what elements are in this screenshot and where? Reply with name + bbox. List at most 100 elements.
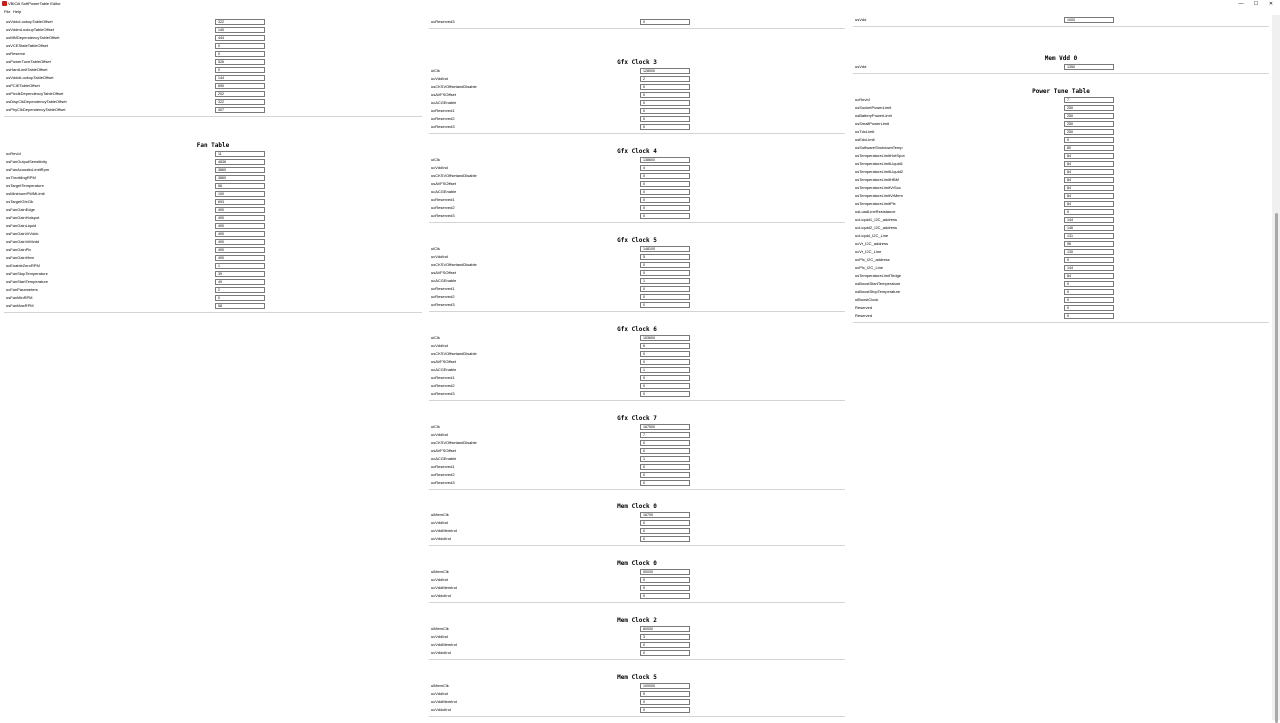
field-value-input[interactable]: 526	[215, 59, 265, 65]
field-value-input[interactable]: 0	[640, 205, 690, 211]
field-value-input[interactable]: 0	[215, 51, 265, 57]
field-value-input[interactable]: 0	[1064, 281, 1114, 287]
field-value-input[interactable]: 444	[215, 35, 265, 41]
menu-file[interactable]: File	[4, 9, 11, 14]
field-value-input[interactable]: 5	[640, 691, 690, 697]
field-value-input[interactable]: 0	[640, 707, 690, 713]
field-value-input[interactable]: 490	[215, 215, 265, 221]
field-value-input[interactable]: 144	[1064, 217, 1114, 223]
field-value-input[interactable]: 0	[640, 92, 690, 98]
field-value-input[interactable]: 0	[640, 585, 690, 591]
field-value-input[interactable]: 96	[1064, 241, 1114, 247]
field-value-input[interactable]: 1	[640, 367, 690, 373]
field-value-input[interactable]: 490	[215, 255, 265, 261]
field-value-input[interactable]: 0	[640, 181, 690, 187]
field-value-input[interactable]: 144	[1064, 265, 1114, 271]
field-value-input[interactable]: 407	[215, 107, 265, 113]
field-value-input[interactable]: 0	[640, 650, 690, 656]
field-value-input[interactable]: 167500	[640, 424, 690, 430]
field-value-input[interactable]: 138600	[640, 157, 690, 163]
field-value-input[interactable]: 0	[1064, 257, 1114, 263]
field-value-input[interactable]: 5	[640, 254, 690, 260]
field-value-input[interactable]: 1	[640, 278, 690, 284]
field-value-input[interactable]: 0	[640, 84, 690, 90]
field-value-input[interactable]: 0	[640, 375, 690, 381]
field-value-input[interactable]: 0	[640, 440, 690, 446]
field-value-input[interactable]: 7	[1064, 97, 1114, 103]
field-value-input[interactable]: 0	[640, 520, 690, 526]
field-value-input[interactable]: 0	[640, 173, 690, 179]
field-value-input[interactable]: 16700	[640, 512, 690, 518]
field-value-input[interactable]: 490	[215, 231, 265, 237]
field-value-input[interactable]: 84	[1064, 169, 1114, 175]
field-value-input[interactable]: 0	[640, 116, 690, 122]
field-value-input[interactable]: 39	[215, 271, 265, 277]
field-value-input[interactable]: 250	[1064, 113, 1114, 119]
field-value-input[interactable]: 84	[1064, 185, 1114, 191]
field-value-input[interactable]: 80	[1064, 145, 1114, 151]
field-value-input[interactable]: 0	[640, 593, 690, 599]
field-value-input[interactable]: 130	[1064, 249, 1114, 255]
field-value-input[interactable]: 0	[640, 294, 690, 300]
field-value-input[interactable]: 1	[215, 263, 265, 269]
field-value-input[interactable]: 50000	[640, 569, 690, 575]
field-value-input[interactable]: 0	[1064, 305, 1114, 311]
field-value-input[interactable]: 7	[640, 432, 690, 438]
field-value-input[interactable]: 2	[215, 287, 265, 293]
field-value-input[interactable]: 0	[640, 448, 690, 454]
field-value-input[interactable]: 0	[215, 67, 265, 73]
field-value-input[interactable]: 131	[1064, 233, 1114, 239]
field-value-input[interactable]: 84	[1064, 153, 1114, 159]
maximize-button[interactable]: ☐	[1253, 1, 1259, 7]
field-value-input[interactable]: 100000	[640, 683, 690, 689]
field-value-input[interactable]: 84	[1064, 161, 1114, 167]
field-value-input[interactable]: 6	[640, 343, 690, 349]
field-value-input[interactable]: 0	[640, 100, 690, 106]
field-value-input[interactable]: 250	[1064, 105, 1114, 111]
field-value-input[interactable]: 0	[640, 262, 690, 268]
field-value-input[interactable]: 0	[1064, 297, 1114, 303]
field-value-input[interactable]: 0	[640, 124, 690, 130]
field-value-input[interactable]: 0	[640, 359, 690, 365]
field-value-input[interactable]: 0	[640, 642, 690, 648]
scroll-thumb[interactable]	[1275, 213, 1278, 723]
field-value-input[interactable]: 690	[215, 83, 265, 89]
field-value-input[interactable]: 1	[640, 456, 690, 462]
field-value-input[interactable]: 0	[215, 43, 265, 49]
field-value-input[interactable]: 0	[1064, 137, 1114, 143]
field-value-input[interactable]: 0	[640, 383, 690, 389]
field-value-input[interactable]: 0	[640, 391, 690, 397]
field-value-input[interactable]: 250	[1064, 129, 1114, 135]
minimize-button[interactable]: —	[1238, 1, 1244, 7]
field-value-input[interactable]: 0	[1064, 289, 1114, 295]
field-value-input[interactable]: 0	[640, 351, 690, 357]
field-value-input[interactable]: 84	[1064, 201, 1114, 207]
menu-help[interactable]: Help	[13, 9, 22, 14]
field-value-input[interactable]: 250	[1064, 121, 1114, 127]
field-value-input[interactable]: 146	[1064, 225, 1114, 231]
field-value-input[interactable]: 100	[215, 191, 265, 197]
field-value-input[interactable]: 490	[215, 247, 265, 253]
field-value-input[interactable]: 2	[640, 76, 690, 82]
field-value-input[interactable]: 140	[215, 27, 265, 33]
field-value-input[interactable]: 0	[640, 699, 690, 705]
field-value-input[interactable]: 3860	[215, 175, 265, 181]
field-value-input[interactable]: 58	[215, 303, 265, 309]
field-value-input[interactable]: 11	[215, 151, 265, 157]
field-value-input[interactable]: 0	[640, 197, 690, 203]
field-value-input[interactable]: 0	[640, 286, 690, 292]
field-value-input[interactable]: 0	[640, 536, 690, 542]
field-value-input[interactable]: 1000	[1064, 17, 1114, 23]
field-value-input[interactable]: 0	[640, 270, 690, 276]
vertical-scrollbar[interactable]	[1272, 15, 1280, 723]
field-value-input[interactable]: 0	[640, 213, 690, 219]
field-value-input[interactable]: 84	[1064, 193, 1114, 199]
field-value-input[interactable]: 0	[640, 464, 690, 470]
field-value-input[interactable]: 80000	[640, 626, 690, 632]
field-value-input[interactable]: 0	[1064, 313, 1114, 319]
field-value-input[interactable]: 148100	[640, 246, 690, 252]
field-value-input[interactable]: 4	[640, 165, 690, 171]
field-value-input[interactable]: 0	[640, 480, 690, 486]
field-value-input[interactable]: 0	[640, 108, 690, 114]
field-value-input[interactable]: 693	[215, 199, 265, 205]
